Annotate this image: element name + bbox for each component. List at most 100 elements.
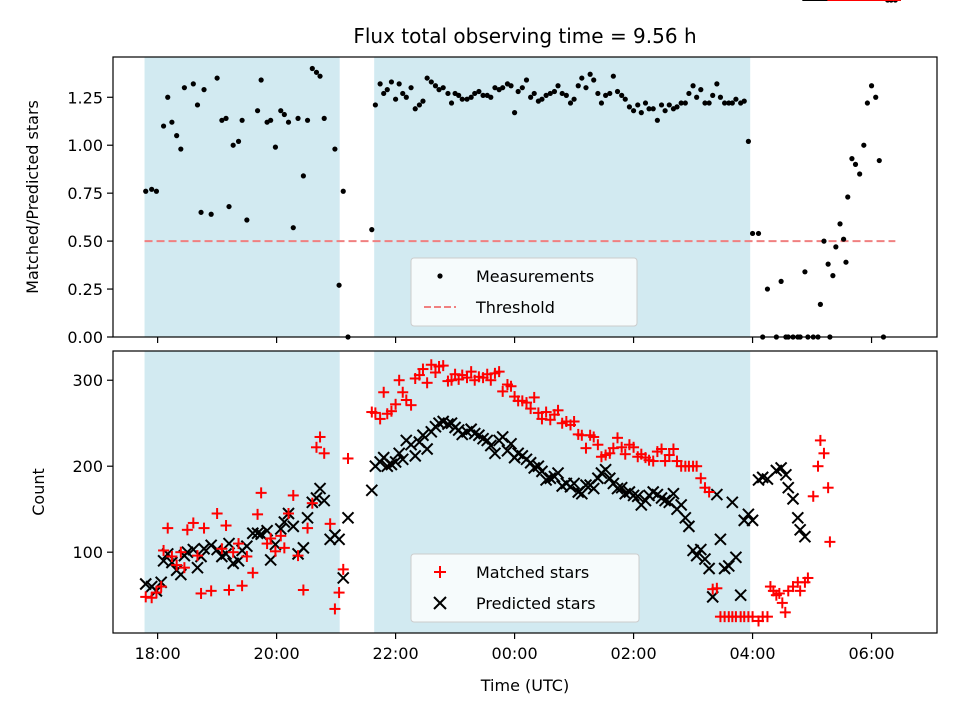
measurement-point — [646, 106, 652, 112]
predicted-star-point — [667, 487, 680, 500]
predicted-star-point — [674, 498, 688, 512]
measurement-point — [226, 203, 232, 210]
measurement-point — [682, 100, 688, 106]
predicted-star-point — [786, 492, 800, 506]
matched-star-point — [619, 448, 631, 460]
ratio-x-ticks — [157, 337, 873, 343]
matched-star-point — [711, 582, 723, 594]
measurement-point — [733, 96, 739, 102]
y-tick-label: 0.75 — [67, 184, 103, 203]
predicted-star-point — [722, 559, 735, 573]
matched-star-point — [318, 447, 330, 459]
predicted-star-point — [251, 527, 264, 540]
measurement-point — [666, 102, 672, 108]
predicted-star-point — [774, 461, 788, 475]
predicted-star-point — [264, 553, 277, 567]
predicted-star-point — [682, 520, 696, 533]
predicted-star-point — [365, 484, 379, 497]
matched-star-point — [429, 366, 441, 378]
measurement-point — [658, 102, 665, 108]
measurement-point — [235, 138, 242, 144]
measurement-point — [456, 92, 462, 98]
counts-legend: Matched stars Predicted stars — [410, 553, 640, 623]
measurement-point — [515, 88, 521, 95]
predicted-star-point — [191, 561, 204, 574]
measurement-point — [223, 115, 229, 121]
measurement-point — [408, 85, 414, 91]
measurement-point — [278, 108, 284, 114]
x-tick-label: 04:00 — [730, 644, 776, 663]
measurement-point — [290, 225, 296, 231]
y-tick-label: 0.25 — [67, 280, 103, 299]
measurement-point — [726, 100, 732, 106]
matched-star-point — [405, 399, 417, 411]
matched-star-point — [195, 587, 207, 599]
matched-star-point — [216, 543, 228, 555]
measurement-point — [635, 102, 641, 108]
measurement-point — [488, 94, 494, 100]
predicted-star-point — [416, 429, 430, 442]
measurement-point — [543, 92, 549, 98]
matched-star-point — [397, 386, 409, 398]
measurement-point — [500, 85, 506, 91]
counts-axes-frame — [112, 350, 938, 634]
matched-star-point — [400, 394, 412, 406]
measurement-point — [416, 102, 422, 108]
measurement-point — [638, 110, 644, 116]
measurement-point — [523, 77, 530, 83]
matched-star-point — [324, 518, 336, 530]
measurement-point — [722, 100, 728, 106]
counts-y-axis-title: Count — [29, 468, 48, 516]
matched-star-point — [540, 406, 552, 418]
predicted-star-point — [197, 542, 211, 555]
counts-legend-box — [410, 553, 640, 623]
measurement-point — [190, 81, 196, 87]
measurement-point — [258, 77, 264, 83]
matched-star-point — [747, 611, 759, 623]
measurement-point — [519, 85, 525, 91]
matched-star-point — [275, 530, 287, 542]
measurement-point — [567, 100, 574, 106]
matched-star-point — [497, 385, 509, 397]
measurement-point — [400, 90, 406, 97]
measurement-point — [396, 81, 402, 87]
measurement-point — [843, 259, 849, 265]
predicted-star-point — [627, 489, 640, 502]
predicted-star-point — [714, 533, 727, 546]
predicted-star-point — [690, 549, 703, 562]
predicted-star-point — [287, 520, 300, 533]
x-tick-label: 18:00 — [135, 644, 181, 663]
legend-measurements-label: Measurements — [476, 267, 594, 286]
measurement-point — [849, 156, 855, 162]
x-tick-label: 20:00 — [254, 644, 300, 663]
matched-star-point — [616, 441, 628, 453]
measurement-point — [579, 75, 585, 81]
measurement-point — [595, 90, 601, 97]
matched-star-point — [525, 403, 537, 415]
measurement-point — [508, 83, 514, 89]
measurement-point — [622, 96, 628, 102]
measurement-point — [336, 282, 342, 288]
measurement-point — [169, 119, 175, 125]
matched-star-point — [659, 455, 671, 467]
measurement-point — [825, 261, 831, 267]
measurement-point — [873, 94, 879, 100]
measurement-point — [591, 77, 597, 83]
matched-star-point — [302, 522, 314, 534]
matched-star-point — [158, 544, 170, 556]
measurement-point — [472, 90, 478, 97]
measurement-point — [571, 96, 577, 102]
predicted-star-point — [396, 453, 409, 466]
measurement-point — [729, 100, 735, 106]
matched-star-point — [667, 443, 679, 455]
measurement-point — [551, 88, 558, 95]
x-tick-label: 00:00 — [492, 644, 538, 663]
measurement-point — [861, 142, 867, 148]
predicted-star-point — [658, 494, 672, 507]
measurement-point — [821, 238, 827, 244]
measurement-point — [313, 69, 320, 75]
predicted-star-point — [631, 490, 644, 503]
matched-star-point — [378, 386, 390, 398]
measurement-point — [208, 211, 214, 217]
predicted-star-point — [528, 461, 541, 475]
